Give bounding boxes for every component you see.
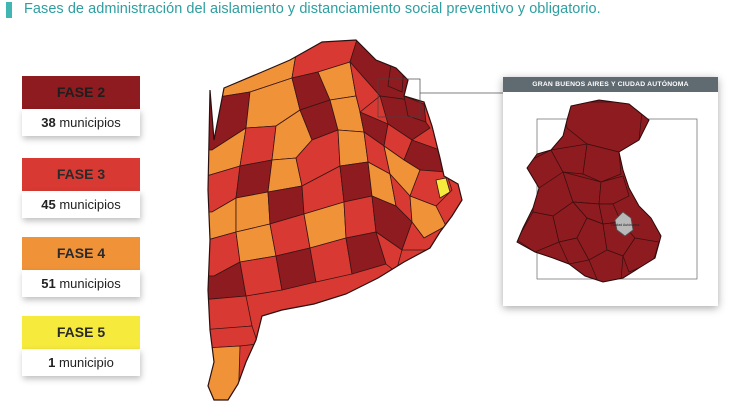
legend-fase-4-count: 51 municipios xyxy=(22,270,140,297)
gba-municipalities xyxy=(517,100,661,282)
province-outline xyxy=(207,39,463,401)
title-accent-bar xyxy=(6,2,12,18)
legend-fase-5-label: FASE 5 xyxy=(22,316,140,349)
legend-item-fase-3: FASE 3 45 municipios xyxy=(22,158,140,218)
gba-highlight-box xyxy=(377,78,421,118)
legend-fase-3-label: FASE 3 xyxy=(22,158,140,191)
legend-item-fase-5: FASE 5 1 municipio xyxy=(22,316,140,376)
legend-item-fase-2: FASE 2 38 municipios xyxy=(22,76,140,136)
legend-item-fase-4: FASE 4 51 municipios xyxy=(22,237,140,297)
legend-fase-2-label: FASE 2 xyxy=(22,76,140,109)
inset-title: GRAN BUENOS AIRES Y CIUDAD AUTÓNOMA xyxy=(503,77,718,92)
legend-fase-4-label: FASE 4 xyxy=(22,237,140,270)
municipality-layer xyxy=(208,40,462,400)
caba-label: Ciudad Autónoma xyxy=(611,223,640,227)
legend-fase-5-count: 1 municipio xyxy=(22,349,140,376)
caba-area xyxy=(614,211,634,237)
gba-map: Ciudad Autónoma xyxy=(516,99,698,283)
gba-inset: GRAN BUENOS AIRES Y CIUDAD AUTÓNOMA xyxy=(503,77,718,306)
page-title: Fases de administración del aislamiento … xyxy=(24,1,601,17)
legend-fase-3-count: 45 municipios xyxy=(22,191,140,218)
gba-outline xyxy=(516,99,662,283)
legend-fase-2-count: 38 municipios xyxy=(22,109,140,136)
